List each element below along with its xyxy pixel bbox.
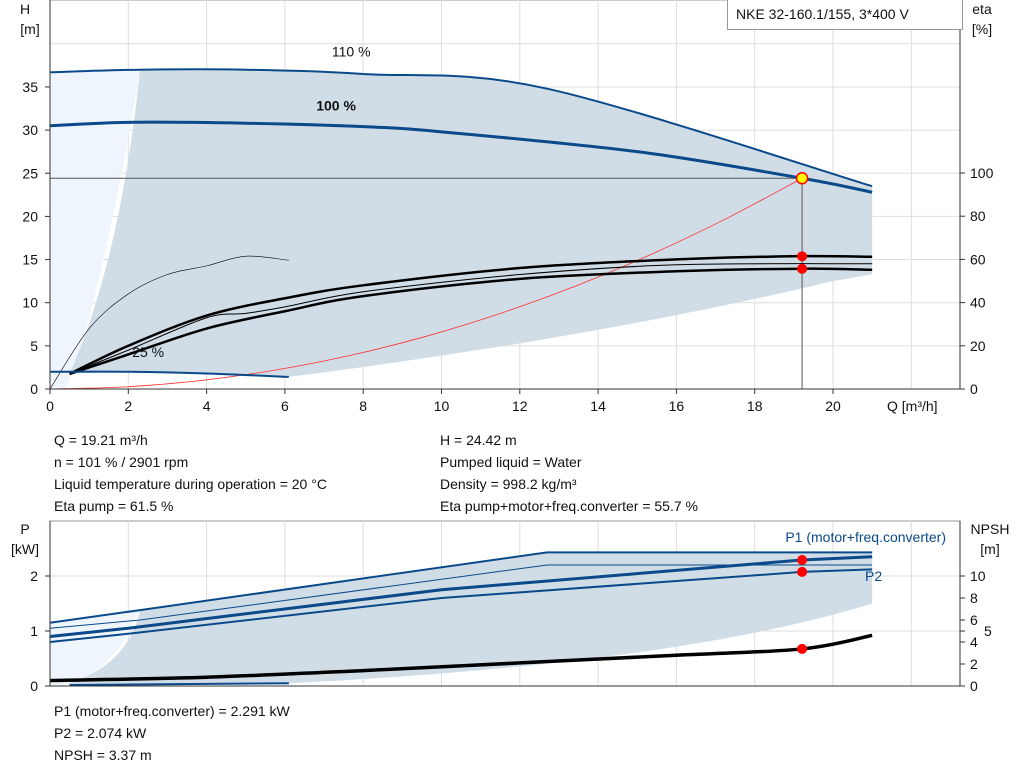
result-temp: Liquid temperature during operation = 20… [54,476,327,492]
head-curve [49,68,873,188]
duty-point [795,172,809,185]
head-curve [49,370,289,378]
y-tick-label: 25 [22,165,38,181]
p-axis-unit: [kW] [11,541,39,557]
p1-point [797,554,808,565]
eta-tick-label: 40 [970,295,986,311]
y-axis-label: H [20,1,30,17]
p2-point [797,566,808,577]
head-curve [49,120,873,194]
eta-tick-label: 80 [970,208,986,224]
speed-label: 100 % [316,97,356,113]
x-tick-label: 14 [590,398,606,414]
p2-series-label: P2 [865,568,882,584]
x-axis-label: Q [m³/h] [887,398,938,414]
power-range [69,552,873,684]
result-npsh: NPSH = 3.37 m [54,747,152,763]
npsh-tick-label: 0 [970,678,978,694]
y-axis-unit: [m] [20,21,39,37]
speed-label: 110 % [332,44,371,60]
npsh-point [797,643,808,654]
npsh-curve [49,633,873,683]
npsh-tick-label: 6 [970,612,978,628]
result-n: n = 101 % / 2901 rpm [54,454,189,470]
eta-tick-label: 60 [970,251,986,267]
result-p1: P1 (motor+freq.converter) = 2.291 kW [54,703,290,719]
power-curve [49,551,873,624]
y-tick-label: 20 [22,208,38,224]
power-curve [49,555,873,638]
npsh-axis-label: NPSH [971,521,1010,537]
result-density: Density = 998.2 kg/m³ [440,476,577,492]
npsh-axis-unit: [m] [980,541,999,557]
p-axis-label: P [20,521,29,537]
p-tick-label: 2 [30,568,38,584]
x-tick-label: 6 [281,398,289,414]
power-curve [49,568,873,643]
power-curve [49,564,873,629]
system-curve [49,177,803,390]
eta-axis-unit: [%] [972,21,992,37]
x-tick-label: 10 [434,398,450,414]
y-tick-label: 15 [22,252,38,268]
result-liquid: Pumped liquid = Water [440,454,582,470]
y-tick-label: 10 [22,295,38,311]
power-curve-min [69,682,289,686]
result-q: Q = 19.21 m³/h [54,432,148,448]
x-tick-label: 4 [203,398,211,414]
y-tick-label: 0 [30,381,38,397]
npsh-tick-label: 2 [970,656,978,672]
npsh-tick-label: 4 [970,634,978,650]
x-tick-label: 12 [512,398,528,414]
x-tick-label: 2 [124,398,132,414]
result-eta-total: Eta pump+motor+freq.converter = 55.7 % [440,498,698,514]
x-tick-label: 18 [747,398,763,414]
p1-series-label: P1 (motor+freq.converter) [785,529,946,545]
npsh-tick-label: 8 [970,590,978,606]
result-eta-pump: Eta pump = 61.5 % [54,498,174,514]
eta-pump-point [797,251,808,262]
p-tick-label: 0 [30,678,38,694]
chart-title: NKE 32-160.1/155, 3*400 V [727,0,963,30]
eta-axis-label: eta [972,1,992,17]
eta-total-point [797,263,808,274]
x-tick-label: 0 [46,398,54,414]
p-tick-label: 1 [30,623,38,639]
x-tick-label: 8 [359,398,367,414]
eta-curve [69,254,873,376]
speed-label: 25 % [132,344,164,360]
eta-tick-label: 0 [970,381,978,397]
npsh-tick-label: 5 [984,623,992,639]
y-tick-label: 30 [22,122,38,138]
eta-curve [49,255,289,390]
eta-tick-label: 20 [970,338,986,354]
operating-range-light [50,69,141,389]
y-tick-label: 5 [30,338,38,354]
npsh-tick-label: 10 [970,568,986,584]
eta-curve [69,263,873,375]
x-tick-label: 16 [669,398,685,414]
x-tick-label: 20 [825,398,841,414]
eta-curve [69,267,873,376]
eta-tick-label: 100 [970,165,994,181]
result-h: H = 24.42 m [440,432,517,448]
y-tick-label: 35 [22,79,38,95]
result-p2: P2 = 2.074 kW [54,725,147,741]
